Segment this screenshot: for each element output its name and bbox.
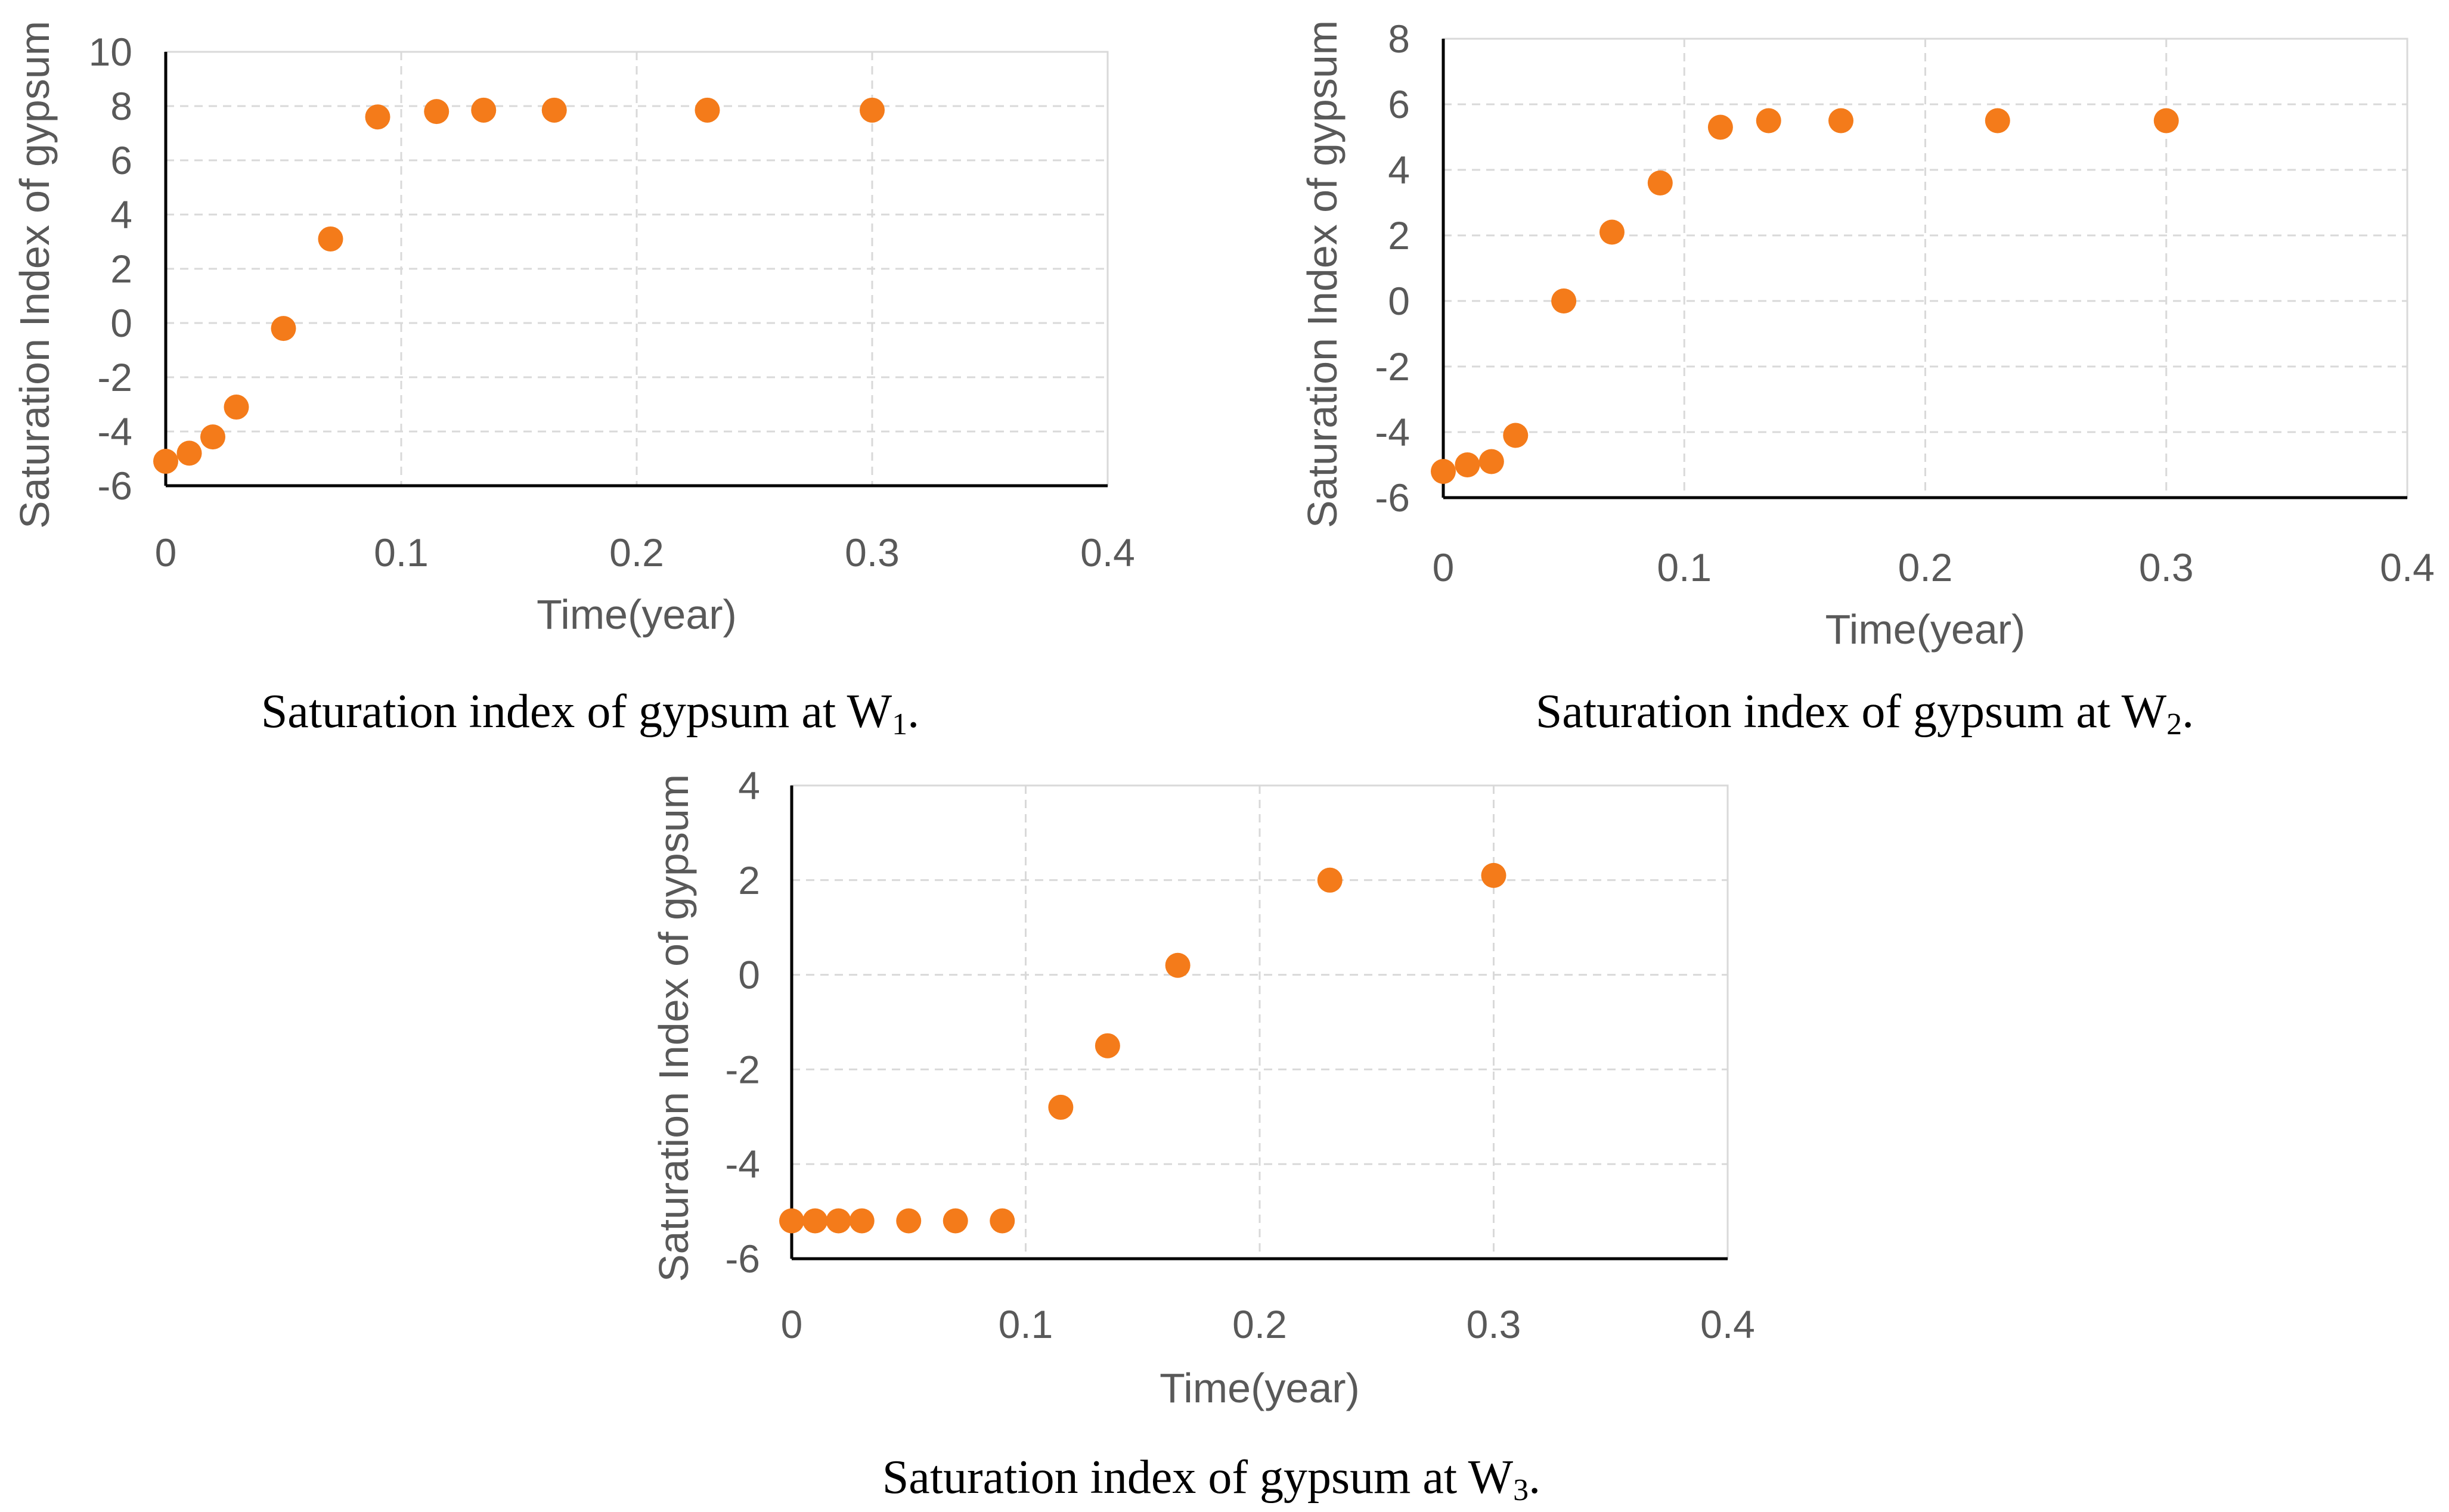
y-tick-label: 6 [1388,82,1410,126]
caption-subscript: 2 [2166,707,2182,741]
y-axis-title: Saturation Index of gypsum [650,774,697,1282]
data-point [1985,108,2010,133]
data-point [176,440,202,466]
data-point [779,1208,804,1234]
y-axis-title: Saturation Index of gypsum [1299,20,1346,528]
y-tick-label: 0 [110,301,132,345]
data-point [318,226,343,252]
y-tick-label: -6 [725,1237,760,1281]
x-tick-label: 0 [155,530,177,575]
x-tick-label: 0.3 [845,530,900,575]
y-tick-label: 8 [1388,17,1410,61]
data-point [153,449,178,474]
chart-3: -6 -4 -2 0 2 4 0 0.1 0.2 0.3 0.4 Time(year) Saturati… [650,763,1755,1507]
y-axis-title: Saturation Index of gypsum [11,21,58,529]
caption-text: Saturation index of gypsum at W [882,1451,1514,1504]
y-tick-label: 4 [110,193,132,237]
data-point [471,97,497,123]
y-tick-label: 0 [738,953,760,997]
x-tick-label: 0.4 [1080,530,1135,575]
chart-caption: Saturation index of gypsum at W1. [261,685,919,741]
y-tick-label: 2 [738,858,760,902]
data-point [224,395,249,420]
data-point [1095,1033,1120,1058]
data-point [943,1208,968,1234]
x-tick-label: 0.4 [2380,545,2435,589]
data-point [990,1208,1015,1234]
caption-text: Saturation index of gypsum at W [1536,685,2167,738]
data-point [424,99,450,125]
x-tick-label: 0.4 [1700,1302,1755,1346]
data-point [802,1208,828,1234]
data-point [1707,114,1733,140]
y-tick-label: -2 [1375,344,1410,389]
data-point [1828,108,1854,133]
data-point [1756,108,1781,133]
x-tick-label: 0.2 [1232,1302,1287,1346]
data-point [826,1208,851,1234]
data-point [1599,219,1625,245]
data-point [1165,952,1191,978]
data-point [200,424,225,450]
y-tick-label: 2 [110,247,132,291]
caption-period: . [2182,685,2194,738]
x-tick-label: 0.2 [1898,545,1953,589]
x-tick-label: 0.1 [374,530,429,575]
x-tick-label: 0.3 [2139,545,2194,589]
caption-text: Saturation index of gypsum at W [261,685,892,738]
x-tick-label: 0 [781,1302,803,1346]
data-point [1317,867,1343,893]
y-tick-label: -4 [725,1142,760,1186]
y-tick-label: -2 [97,355,132,399]
y-tick-label: -2 [725,1047,760,1091]
data-point [860,97,885,123]
x-axis-title: Time(year) [537,591,737,638]
data-point [1455,452,1480,477]
chart-1: -6 -4 -2 0 2 4 6 8 10 0 0.1 0.2 0.3 0.4 Time(year) Satu… [11,21,1135,741]
chart-caption: Saturation index of gypsum at W2. [1536,685,2194,741]
x-tick-label: 0.1 [999,1302,1053,1346]
x-tick-label: 0.3 [1467,1302,1521,1346]
data-point [541,97,567,123]
chart-caption: Saturation index of gypsum at W3. [882,1451,1540,1507]
data-point [849,1208,875,1234]
y-tick-label: 4 [1388,148,1410,192]
y-tick-label: 4 [738,763,760,808]
data-point [1503,423,1529,448]
y-tick-label: 6 [110,138,132,182]
data-point [365,104,390,130]
y-tick-label: -4 [97,409,132,454]
y-tick-label: 0 [1388,279,1410,323]
x-tick-label: 0.2 [609,530,664,575]
y-tick-label: 10 [89,30,132,74]
x-tick-label: 0 [1433,545,1455,589]
caption-subscript: 1 [892,707,907,741]
y-tick-label: -6 [97,464,132,508]
caption-period: . [1529,1451,1540,1504]
data-point [896,1208,922,1234]
data-point [1551,288,1577,313]
data-point [1647,170,1673,195]
y-tick-label: -6 [1375,476,1410,520]
y-tick-label: 2 [1388,213,1410,257]
data-point [1048,1094,1074,1120]
y-tick-label: 8 [110,84,132,128]
caption-subscript: 3 [1513,1473,1529,1507]
chart-2: -6 -4 -2 0 2 4 6 8 0 0.1 0.2 0.3 0.4 Time(year) Satura… [1299,17,2435,741]
data-point [2153,108,2179,133]
x-axis-title: Time(year) [1825,606,2026,653]
data-point [1481,862,1506,888]
x-axis-title: Time(year) [1160,1365,1360,1411]
data-point [1478,449,1504,474]
x-tick-label: 0.1 [1657,545,1712,589]
caption-period: . [907,685,919,738]
data-point [271,316,296,341]
data-point [695,97,720,123]
y-tick-label: -4 [1375,410,1410,454]
data-point [1431,459,1456,484]
